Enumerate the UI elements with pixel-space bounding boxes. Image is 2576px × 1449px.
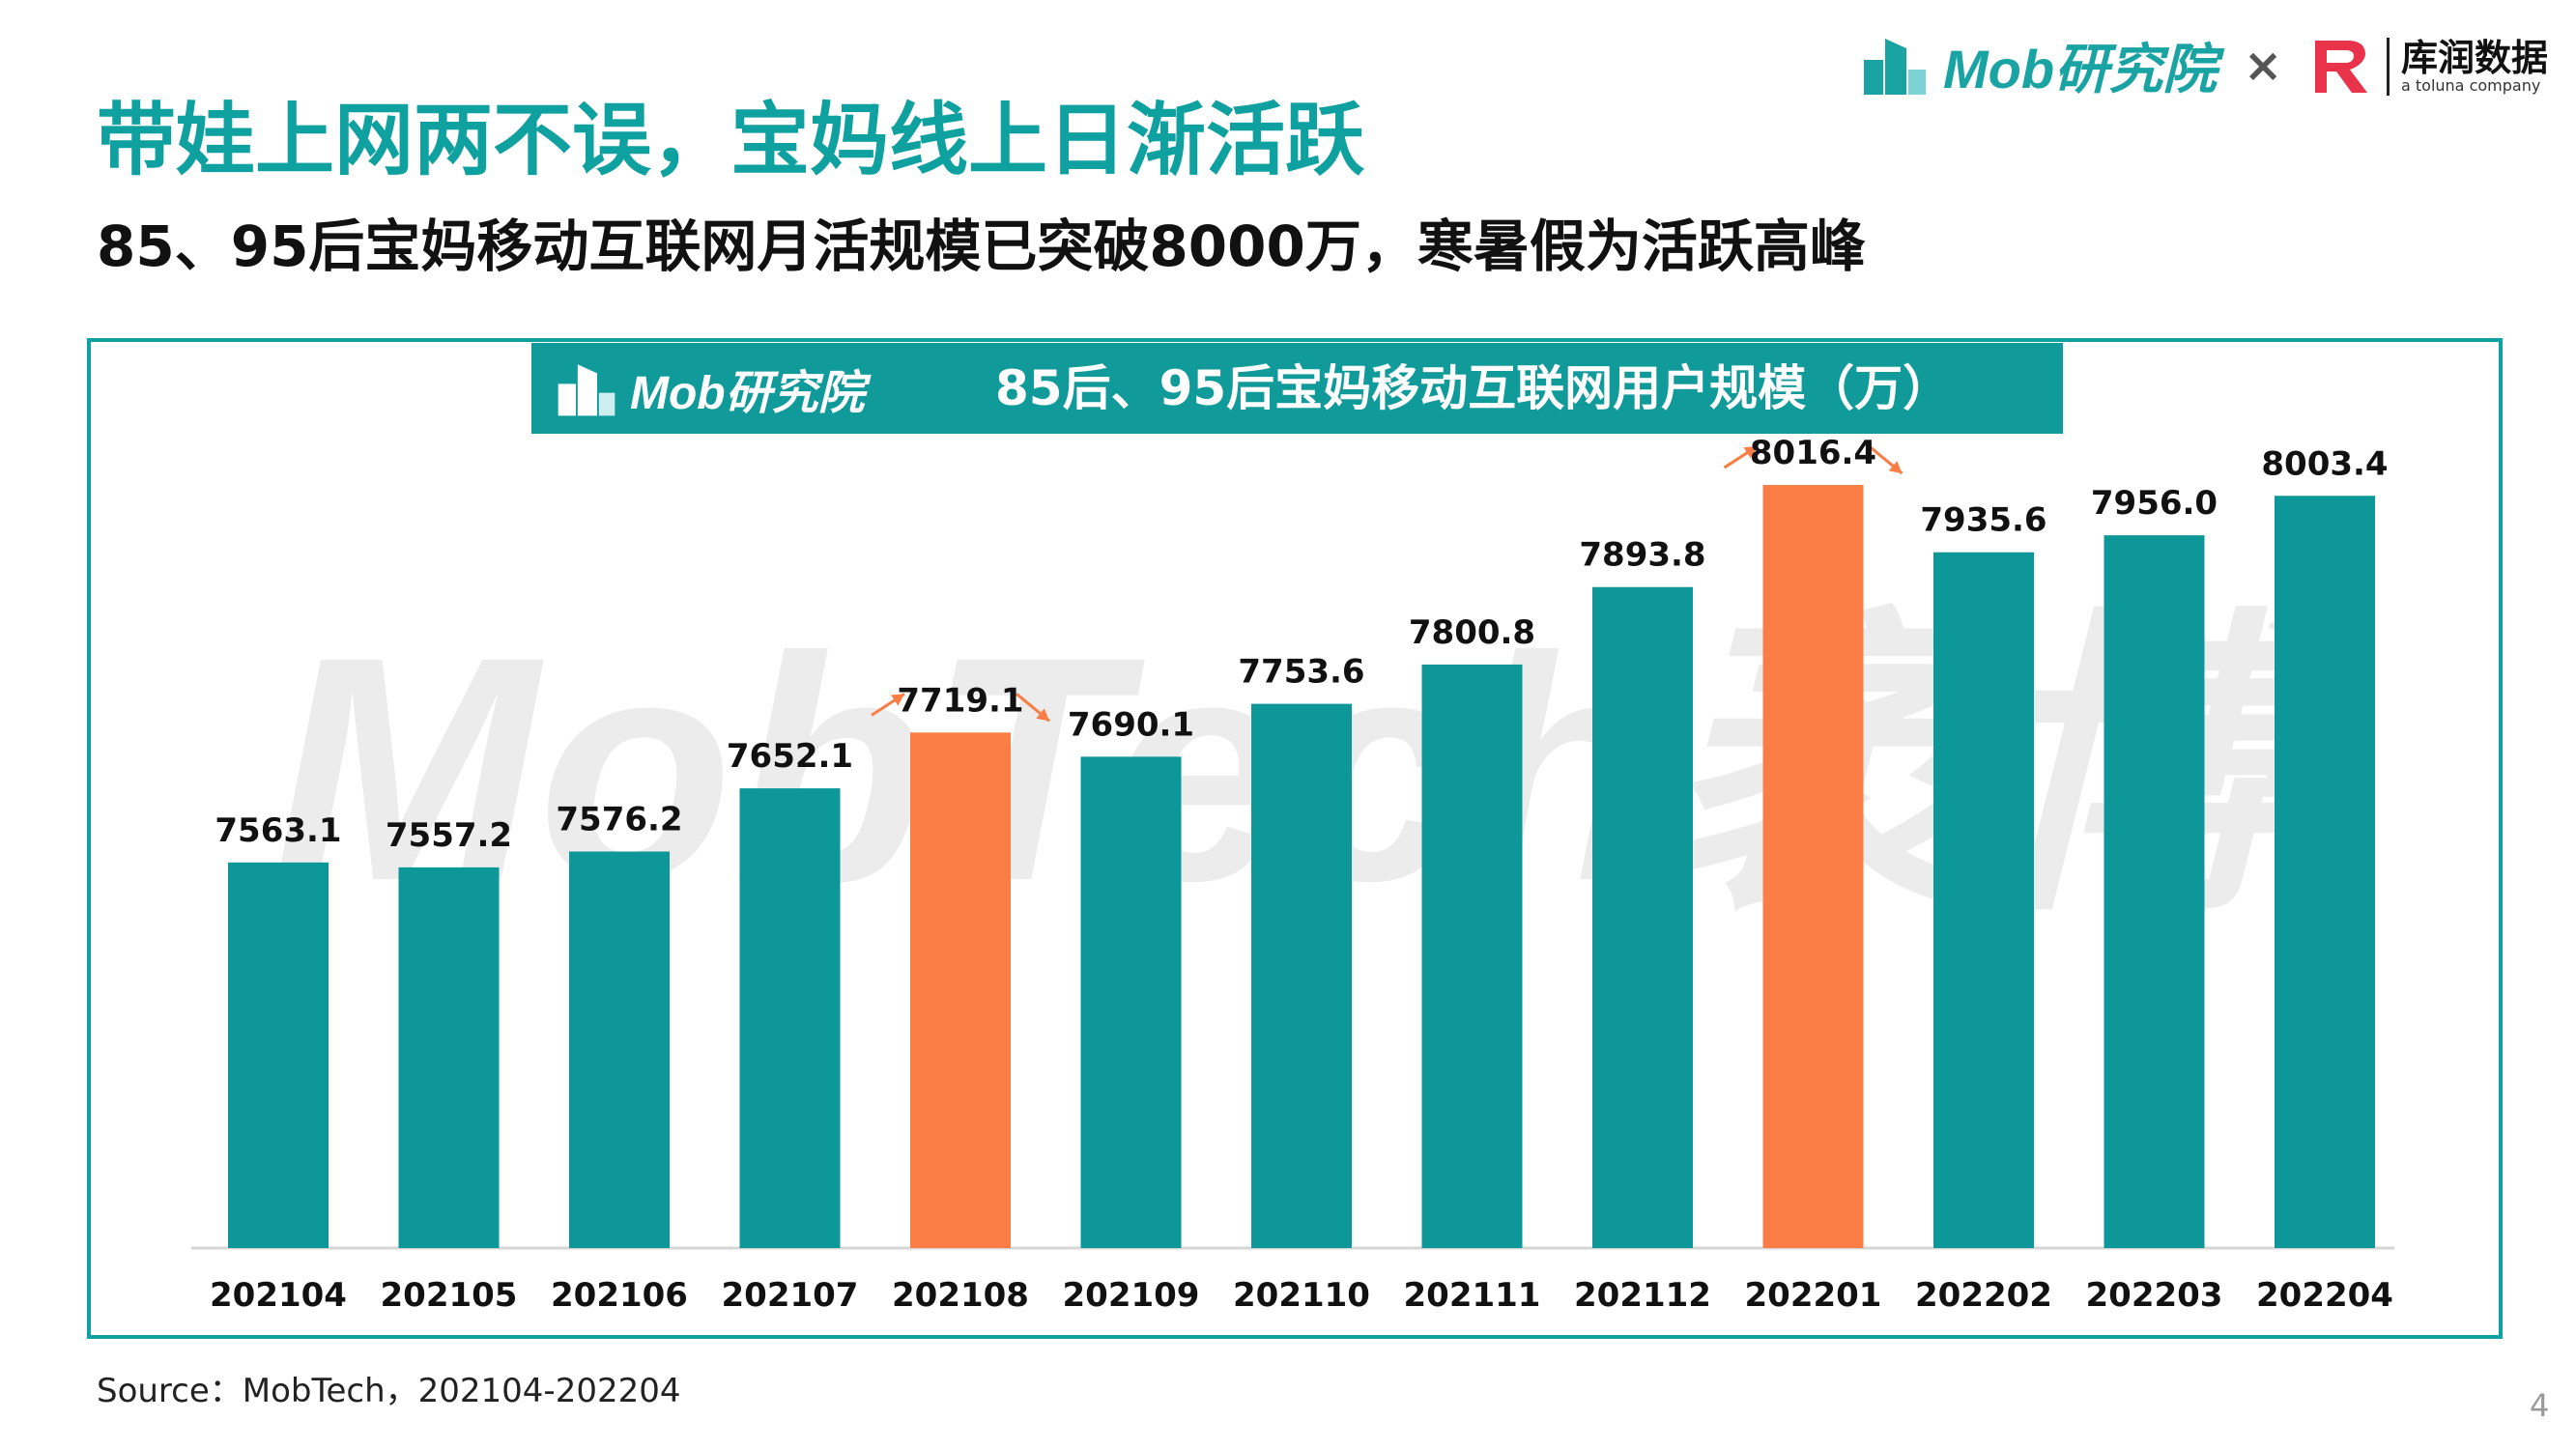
bar-202105 xyxy=(398,867,500,1248)
bar-202201 xyxy=(1762,485,1864,1248)
mob-brand-name: Mob研究院 xyxy=(1943,38,2218,99)
chart-title-banner: Mob研究院 85后、95后宝妈移动互联网用户规模（万） xyxy=(531,343,2063,434)
x-tick-label-202201: 202201 xyxy=(1745,1276,1882,1315)
partner-r-icon xyxy=(2315,41,2367,93)
bar-202110 xyxy=(1251,703,1352,1248)
down-arrow-202108 xyxy=(1016,693,1050,723)
x-tick-label-202204: 202204 xyxy=(2256,1276,2393,1315)
page-headline: 带娃上网两不误，宝妈线上日渐活跃 xyxy=(97,95,1365,186)
bar-202109 xyxy=(1080,756,1182,1248)
value-label-202105: 7557.2 xyxy=(386,816,512,855)
page-subheadline: 85、95后宝妈移动互联网月活规模已突破8000万，寒暑假为活跃高峰 xyxy=(97,213,1866,279)
mob-building-icon xyxy=(1864,39,1926,95)
chart-frame xyxy=(87,338,2503,1339)
x-tick-label-202111: 202111 xyxy=(1404,1276,1541,1315)
value-label-202202: 7935.6 xyxy=(1920,501,2046,540)
value-label-202112: 7893.8 xyxy=(1579,536,1705,575)
x-tick-label-202105: 202105 xyxy=(381,1276,518,1315)
bar-202106 xyxy=(569,851,670,1248)
labels-layer: 7563.1 202104 7557.2 202105 7576.2 202106 7652… xyxy=(210,434,2393,1315)
value-label-202203: 7956.0 xyxy=(2091,484,2218,523)
bar-202202 xyxy=(1933,552,2034,1248)
chart-title: 85后、95后宝妈移动互联网用户规模（万） xyxy=(995,360,1952,416)
bar-202112 xyxy=(1592,586,1693,1248)
value-label-202108: 7719.1 xyxy=(897,681,1023,720)
x-tick-label-202109: 202109 xyxy=(1063,1276,1200,1315)
partner-logo: 库润数据 a toluna company xyxy=(2309,33,2548,100)
up-arrow-202108 xyxy=(871,693,905,717)
mob-research-logo: Mob研究院 xyxy=(1860,21,2217,108)
x-tick-label-202106: 202106 xyxy=(551,1276,688,1315)
x-tick-label-202104: 202104 xyxy=(210,1276,347,1315)
down-arrow-202201 xyxy=(1868,444,1903,475)
x-tick-label-202112: 202112 xyxy=(1574,1276,1711,1315)
partner-tagline: a toluna company xyxy=(2401,76,2541,95)
annotation-arrows xyxy=(871,444,1903,723)
x-tick-label-202107: 202107 xyxy=(722,1276,859,1315)
bar-202203 xyxy=(2104,535,2205,1248)
bar-202111 xyxy=(1421,664,1523,1248)
value-label-202111: 7800.8 xyxy=(1409,613,1535,652)
value-label-202107: 7652.1 xyxy=(727,737,853,776)
partner-name: 库润数据 xyxy=(2401,37,2549,79)
value-label-202110: 7753.6 xyxy=(1238,653,1364,692)
partner-divider xyxy=(2387,38,2390,96)
bar-202107 xyxy=(739,788,841,1248)
bar-202104 xyxy=(228,862,329,1248)
banner-brand-name: Mob研究院 xyxy=(630,368,865,419)
value-label-202201: 8016.4 xyxy=(1750,434,1876,472)
x-tick-label-202203: 202203 xyxy=(2086,1276,2223,1315)
up-arrow-202201 xyxy=(1723,444,1759,469)
x-tick-label-202108: 202108 xyxy=(892,1276,1029,1315)
bar-202204 xyxy=(2275,496,2375,1248)
bar-202108 xyxy=(910,732,1011,1248)
value-label-202104: 7563.1 xyxy=(215,811,341,850)
page-number: 4 xyxy=(2530,1387,2550,1424)
bars-layer xyxy=(228,485,2375,1248)
x-tick-label-202110: 202110 xyxy=(1233,1276,1370,1315)
value-label-202109: 7690.1 xyxy=(1068,705,1194,744)
value-label-202204: 8003.4 xyxy=(2261,444,2388,483)
x-tick-label-202202: 202202 xyxy=(1915,1276,2052,1315)
banner-building-icon xyxy=(558,364,615,416)
collab-times-sign: × xyxy=(2244,39,2283,93)
value-label-202106: 7576.2 xyxy=(556,801,682,839)
source-note: Source：MobTech，202104-202204 xyxy=(97,1372,681,1410)
